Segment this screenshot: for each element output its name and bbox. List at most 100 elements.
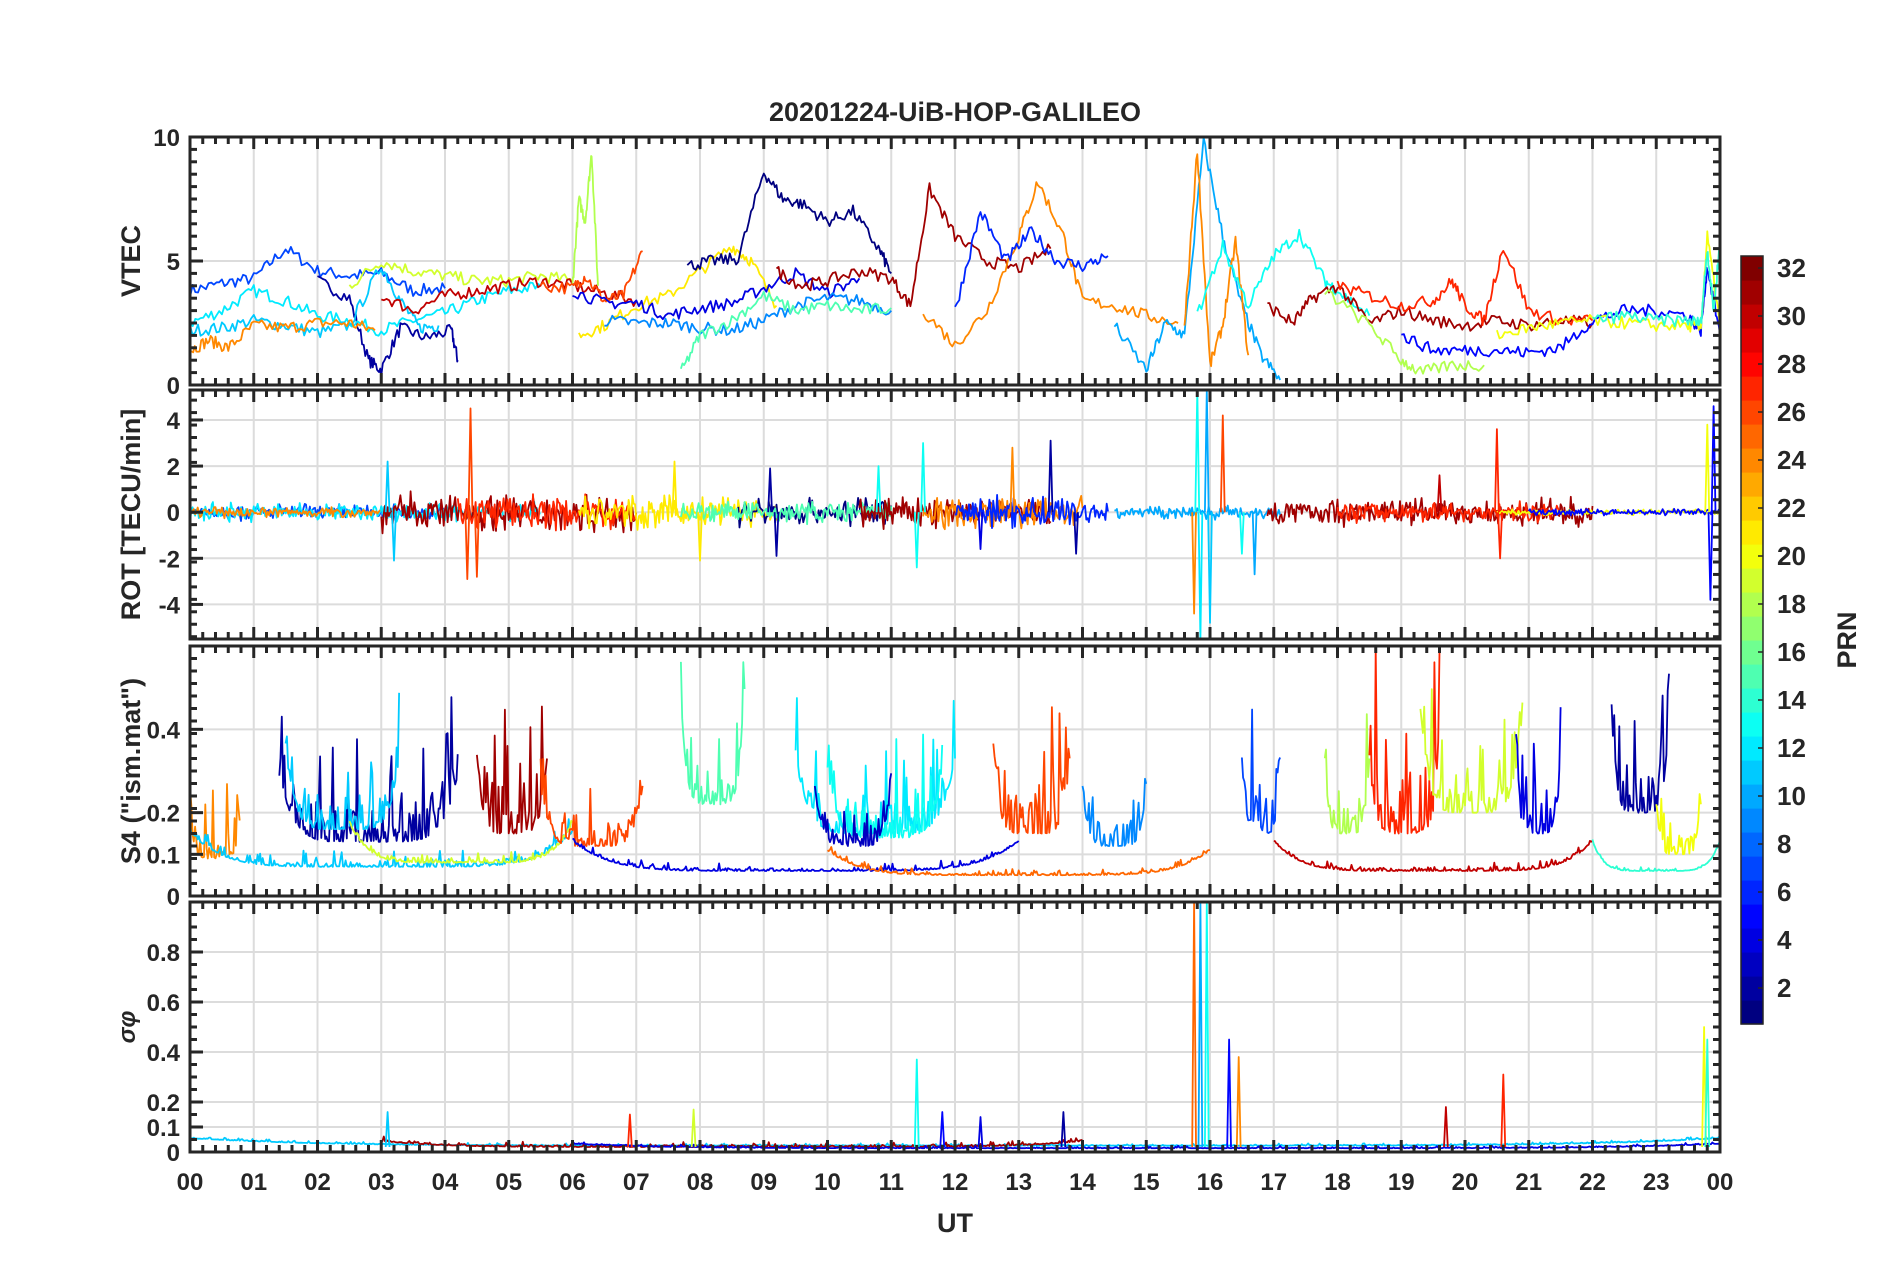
colorbar-swatch [1741,640,1763,665]
colorbar-tick-label: 24 [1777,445,1806,475]
series-prn-24 [922,494,1084,531]
series-prn-10 [1114,504,1281,521]
colorbar-swatch [1741,496,1763,521]
colorbar-tick-label: 8 [1777,829,1791,859]
series-prn-10 [1197,902,1204,1148]
x-tick-label: 02 [304,1169,331,1196]
series-prn-26 [467,407,474,513]
x-tick-label: 22 [1579,1169,1606,1196]
series-prn-7 [1241,708,1281,834]
series-prn-31 [381,1135,1083,1148]
colorbar-swatch [1741,472,1763,497]
series-prn-1 [686,172,892,275]
series-prn-27 [1497,512,1503,560]
colorbar-tick-label: 6 [1777,877,1791,907]
series-prn-19 [1419,688,1524,814]
series-prn-21 [671,460,678,513]
series-prn-27 [1494,428,1500,513]
series-prn-21 [697,512,703,562]
series-prn-10 [1251,512,1258,576]
series-prn-20 [1655,793,1702,856]
colorbar-swatch [1741,424,1763,449]
y-tick-label: 0 [167,1140,180,1167]
series-prn-19 [348,262,574,289]
series-prn-7 [190,245,446,298]
series-prn-26 [474,512,480,578]
y-axis-label-rot: ROT [TECU/min] [116,409,146,620]
series-prn-5 [939,1111,946,1148]
series-prn-10 [1113,137,1281,381]
y-tick-label: 0.4 [147,1040,181,1067]
colorbar-swatch [1741,832,1763,857]
colorbar-swatch [1741,304,1763,329]
colorbar-tick-label: 26 [1777,397,1806,427]
series-prn-2 [1073,512,1079,555]
x-tick-label: 09 [750,1169,777,1196]
series-prn-13 [920,442,926,513]
x-tick-label: 13 [1005,1169,1032,1196]
colorbar-swatch [1741,520,1763,545]
colorbar-swatch [1741,448,1763,473]
panel-s4: 0 0.1 0.2 0.4S4 ("ism.mat") [116,644,1722,911]
series-prn-5 [1707,512,1714,601]
x-tick-label: 04 [432,1169,459,1196]
colorbar-swatch [1741,736,1763,761]
series-prn-31 [1266,495,1594,528]
y-axis-label-vtec: VTEC [116,225,146,297]
series-prn-27 [1336,500,1562,524]
series-prn-13 [1239,512,1245,555]
colorbar-swatch [1741,760,1763,785]
y-axis-label-sigma_phi: σφ [114,1010,141,1043]
series-group [190,390,1720,639]
x-axis-label: UT [937,1208,973,1238]
series-prn-19 [690,1108,697,1148]
series-prn-12 [1197,512,1204,639]
series-prn-25 [1191,902,1197,1148]
series-prn-27 [627,1113,633,1148]
colorbar-swatch [1741,664,1763,689]
series-prn-18 [1323,713,1371,835]
series-prn-30 [1443,1106,1449,1148]
series-prn-24 [190,783,241,860]
series-prn-24 [922,181,1179,348]
series-prn-2 [317,275,459,377]
series-group [190,137,1720,381]
series-prn-31 [775,182,1052,308]
series-prn-31 [476,705,548,835]
colorbar-tick-label: 4 [1777,925,1792,955]
series-prn-11 [284,692,400,831]
series-prn-2 [1060,1111,1067,1148]
colorbar-swatch [1741,256,1763,281]
series-prn-15 [680,661,746,806]
series-prn-11 [1207,512,1213,624]
series-group [190,647,1720,877]
series-prn-26 [464,512,471,580]
series-prn-4 [572,837,1020,872]
series-prn-21 [578,245,778,339]
series-prn-6 [954,493,1109,529]
series-prn-14 [1591,839,1720,872]
x-tick-labels: 00 01 02 03 04 05 06 07 08 09 10 11 12 13 14 15 16 17 18 19… [177,1169,1734,1196]
colorbar-swatch [1741,880,1763,905]
series-prn-31 [380,490,638,535]
series-prn-27 [1500,1073,1507,1148]
colorbar-swatch [1741,976,1763,1001]
x-tick-label: 00 [1707,1169,1734,1196]
x-tick-label: 06 [559,1169,586,1196]
series-prn-31 [1267,284,1594,332]
series-prn-10 [1204,390,1210,513]
colorbar-swatch [1741,856,1763,881]
x-tick-label: 08 [687,1169,714,1196]
series-prn-2 [773,512,780,557]
series-prn-14 [1704,1038,1711,1148]
colorbar-swatch [1741,328,1763,353]
series-prn-11 [190,818,574,868]
series-prn-11 [384,1111,391,1148]
colorbar-swatch [1741,1000,1763,1025]
series-prn-14 [1592,241,1720,328]
series-prn-27 [1368,647,1441,835]
series-prn-2 [1047,439,1054,513]
series-prn-13 [826,733,944,839]
colorbar-swatch [1741,904,1763,929]
colorbar-swatch [1741,568,1763,593]
